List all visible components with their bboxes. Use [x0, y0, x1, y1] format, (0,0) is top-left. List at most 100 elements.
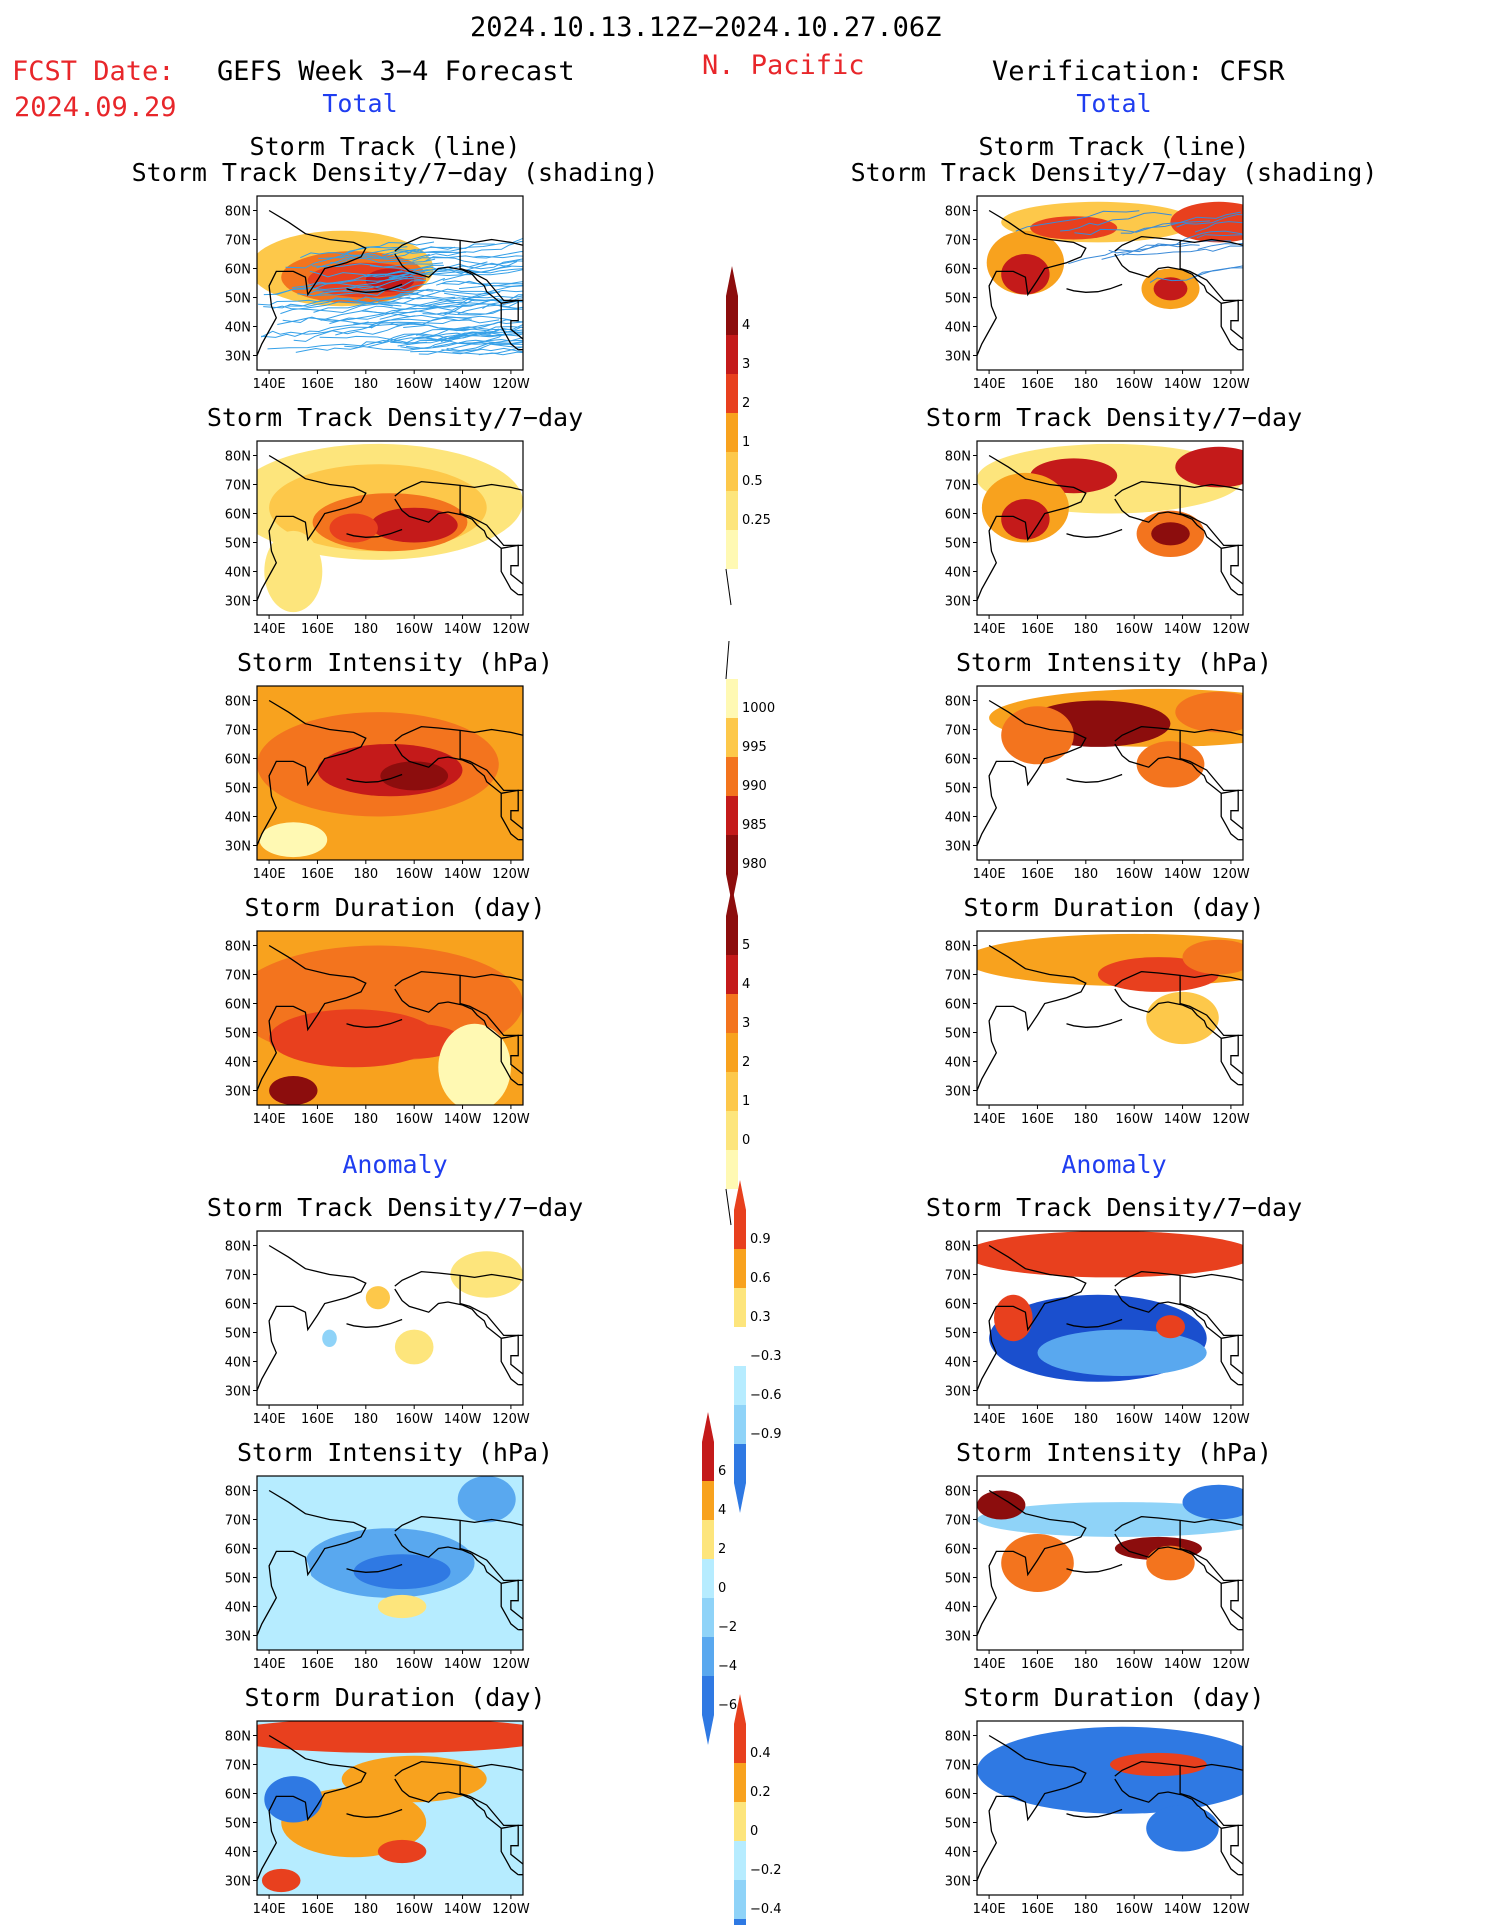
storm-track-line [277, 305, 417, 325]
lat-tick-label: 30N [225, 595, 251, 610]
storm-track-line [319, 335, 432, 344]
shading-cell [1175, 691, 1243, 733]
map-frame [256, 1720, 524, 1896]
shading-cell [1170, 201, 1243, 243]
colorbar-segment [734, 1880, 746, 1919]
storm-track-line [446, 341, 523, 352]
storm-track-line [478, 351, 523, 356]
colorbar-segment [726, 530, 738, 569]
storm-track-line [272, 303, 402, 314]
lon-tick-label: 120W [492, 1412, 530, 1427]
shading-cell [365, 1023, 463, 1059]
map-area [977, 441, 1243, 615]
storm-track-line [282, 315, 416, 326]
map-area [257, 931, 523, 1105]
colorbar-segment [726, 757, 738, 796]
lat-tick-label: 50N [225, 782, 251, 797]
lat-tick-label: 50N [945, 1817, 971, 1832]
storm-track-line [274, 277, 408, 295]
colorbar-lead [725, 640, 730, 680]
lat-tick-label: 60N [945, 263, 971, 278]
lat-tick-label: 70N [225, 724, 251, 739]
lon-tick-label: 160E [301, 377, 334, 392]
shading-cell [450, 1251, 523, 1298]
storm-track-line [1193, 265, 1243, 278]
colorbar-arrow-top [734, 1694, 746, 1724]
colorbar-label: 0.25 [742, 513, 771, 528]
shading-cell [274, 1548, 313, 1636]
colorbar-label: −0.2 [750, 1863, 782, 1878]
colorbar-label: 4 [742, 977, 750, 992]
storm-track-line [441, 280, 523, 287]
colorbar-arrow-top [702, 1412, 714, 1442]
colorbar-label: 0.3 [750, 1310, 771, 1325]
shading-cell [264, 1776, 323, 1823]
lon-tick-label: 180 [353, 867, 378, 882]
map-frame [976, 440, 1244, 616]
lat-tick-label: 50N [945, 1327, 971, 1342]
lon-tick-label: 180 [353, 1412, 378, 1427]
lat-tick-label: 40N [225, 321, 251, 336]
lon-tick-label: 120W [1212, 1902, 1250, 1917]
storm-track-line [297, 285, 434, 297]
lat-tick-label: 30N [945, 350, 971, 365]
colorbar-label: 1 [742, 435, 750, 450]
lon-tick-label: 160W [395, 1112, 433, 1127]
storm-track-line [295, 345, 431, 353]
shading-cell [377, 1594, 427, 1619]
lon-tick-label: 120W [1212, 867, 1250, 882]
lon-tick-label: 140W [444, 377, 482, 392]
lat-tick-label: 30N [945, 1630, 971, 1645]
storm-track-line [433, 300, 523, 308]
colorbar-label: 2 [742, 1055, 750, 1070]
shading-cell [1182, 939, 1243, 975]
shading-cell [977, 1490, 1026, 1520]
map-area [257, 686, 523, 860]
lon-tick-label: 140E [973, 377, 1006, 392]
colorbar-lead [725, 568, 732, 606]
colorbar-segment [734, 1210, 746, 1249]
colorbar-duration-total: 5 4 3 2 1 0 [725, 886, 750, 1226]
storm-track-line [384, 265, 512, 276]
colorbar-label: −6 [718, 1698, 737, 1713]
storm-track-line [260, 326, 373, 338]
colorbar-arrow-bottom [734, 1483, 746, 1513]
lon-tick-label: 140W [444, 1412, 482, 1427]
storm-track-line [388, 285, 523, 302]
lat-tick-label: 80N [225, 940, 251, 955]
shading-cell [1153, 277, 1188, 301]
lat-tick-label: 50N [225, 1327, 251, 1342]
lon-tick-label: 120W [492, 867, 530, 882]
map-area [977, 1476, 1243, 1650]
lat-tick-label: 30N [225, 350, 251, 365]
lat-tick-label: 30N [945, 1385, 971, 1400]
lat-tick-label: 70N [945, 479, 971, 494]
colorbar-segment [726, 955, 738, 994]
shading-cell [1001, 253, 1050, 295]
colorbar-label: 0.5 [742, 474, 763, 489]
storm-track-line [440, 331, 523, 343]
lat-tick-label: 70N [225, 1759, 251, 1774]
storm-track-line [312, 264, 444, 290]
colorbar-label: 0.9 [750, 1232, 771, 1247]
map-area [257, 1231, 523, 1405]
colorbar-segment [726, 796, 738, 835]
map-frame [976, 1720, 1244, 1896]
storm-track-line [426, 289, 523, 307]
lon-tick-label: 140E [973, 1112, 1006, 1127]
lat-tick-label: 60N [945, 998, 971, 1013]
storm-track-line [452, 346, 523, 355]
lat-tick-label: 50N [225, 1817, 251, 1832]
lon-tick-label: 140E [253, 1412, 286, 1427]
storm-track-line [368, 315, 512, 328]
storm-track-line [308, 280, 425, 294]
colorbar-segment [734, 1919, 746, 1925]
map-area [977, 196, 1243, 370]
lat-tick-label: 80N [225, 450, 251, 465]
shading-cell [438, 1023, 511, 1105]
lat-tick-label: 30N [225, 1875, 251, 1890]
storm-track-line [1197, 242, 1243, 250]
